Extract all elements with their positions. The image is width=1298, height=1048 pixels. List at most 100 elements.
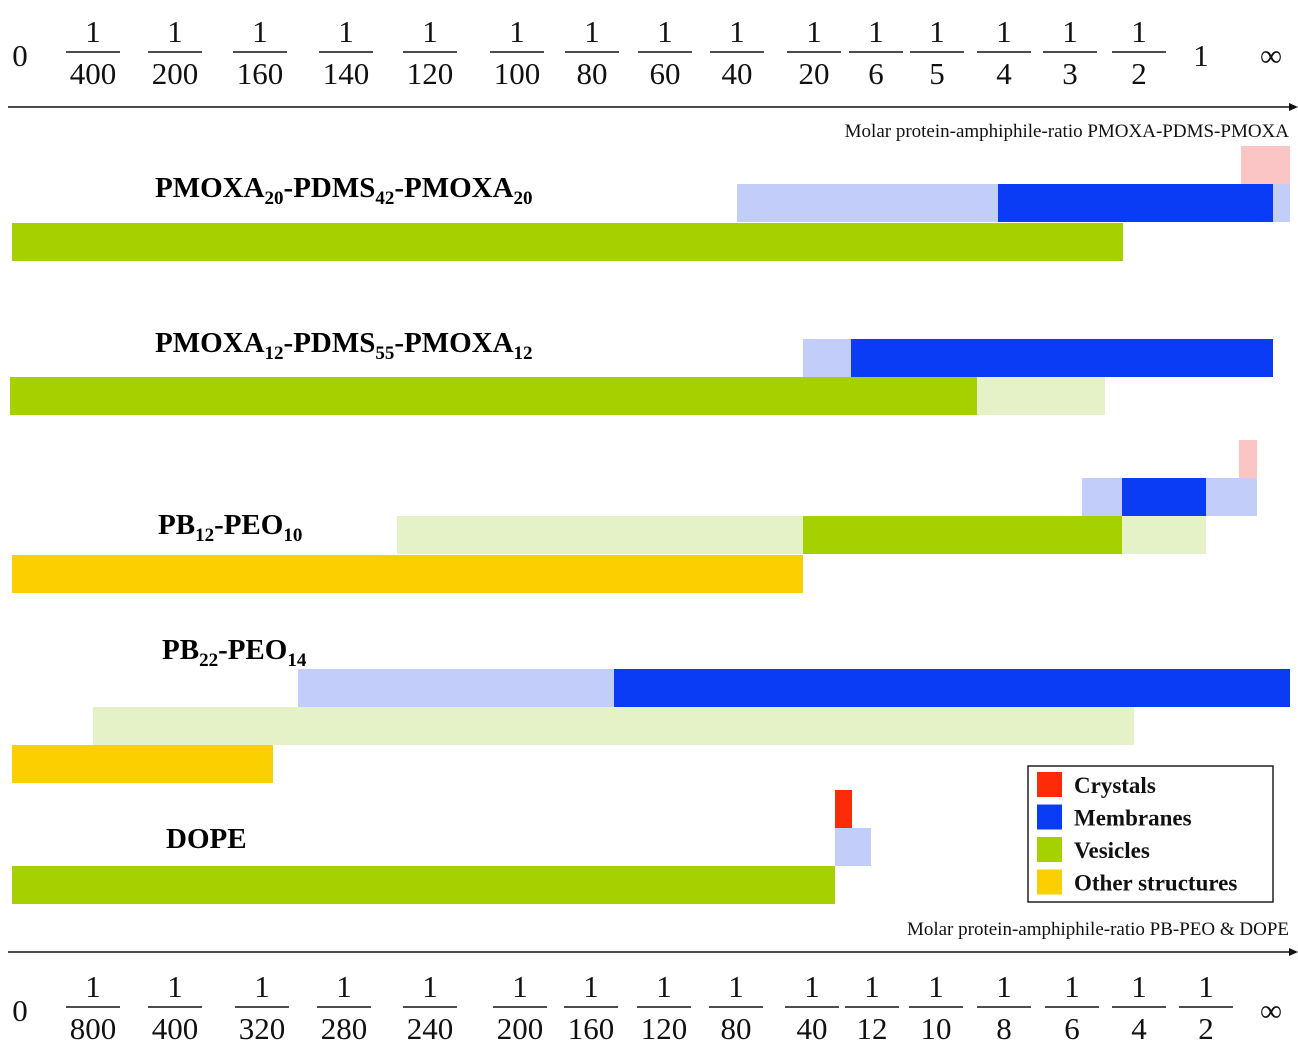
system-4-label-part-2: -PEO bbox=[218, 634, 287, 666]
bottom-axis-tick-2-denominator: 400 bbox=[152, 1011, 199, 1046]
system-2-group: PMOXA12-PDMS55-PMOXA12 bbox=[10, 327, 1273, 415]
system-2-bar-membranes-solid-1 bbox=[851, 339, 1273, 377]
top-axis-tick-14-denominator: 3 bbox=[1062, 56, 1078, 91]
top-axis-tick-2-denominator: 200 bbox=[152, 56, 199, 91]
bottom-axis-tick-15-numerator: 1 bbox=[1131, 969, 1147, 1004]
bottom-axis-tick-10-denominator: 40 bbox=[797, 1011, 828, 1046]
system-1-label-part-2: -PDMS bbox=[284, 172, 376, 204]
system-5-group: DOPE bbox=[12, 790, 871, 904]
top-axis-tick-4-denominator: 140 bbox=[323, 56, 370, 91]
system-2-bar-vesicles-light-3 bbox=[977, 377, 1105, 415]
system-1-bar-membranes-light-3 bbox=[1273, 184, 1290, 222]
system-5-bar-vesicles-solid-2 bbox=[12, 866, 835, 904]
legend-swatch-4 bbox=[1037, 869, 1062, 895]
bottom-axis-tick-11-numerator: 1 bbox=[864, 969, 880, 1004]
system-4-bar-membranes-light-0 bbox=[298, 669, 614, 707]
system-4-group: PB22-PEO14 bbox=[12, 634, 1290, 783]
top-axis-tick-16: 1 bbox=[1193, 38, 1209, 73]
bottom-axis-tick-0: 0 bbox=[12, 993, 28, 1028]
system-3-bar-vesicles-solid-5 bbox=[803, 516, 1122, 554]
top-axis-tick-5-denominator: 120 bbox=[407, 56, 454, 91]
top-axis-tick-7-numerator: 1 bbox=[584, 14, 600, 49]
legend-label-3: Vesicles bbox=[1074, 838, 1150, 863]
legend-label-1: Crystals bbox=[1074, 773, 1156, 798]
bottom-axis-tick-3-numerator: 1 bbox=[254, 969, 270, 1004]
system-2-bar-membranes-light-0 bbox=[803, 339, 851, 377]
system-1-label-part-3: 42 bbox=[375, 188, 394, 209]
system-5-bar-crystals-solid-0 bbox=[835, 790, 852, 828]
bottom-axis-arrow bbox=[1289, 948, 1298, 956]
system-3-label-part-3: 10 bbox=[283, 525, 302, 546]
top-axis-tick-10-denominator: 20 bbox=[799, 56, 830, 91]
system-1-label-part-4: -PMOXA bbox=[394, 172, 513, 204]
top-axis-tick-17: ∞ bbox=[1260, 38, 1282, 73]
bottom-axis-tick-1-numerator: 1 bbox=[85, 969, 101, 1004]
bottom-axis-tick-7-denominator: 160 bbox=[568, 1011, 615, 1046]
system-2-bar-vesicles-solid-2 bbox=[10, 377, 977, 415]
bottom-axis-tick-9-denominator: 80 bbox=[721, 1011, 752, 1046]
top-axis-label: Molar protein-amphiphile-ratio PMOXA-PDM… bbox=[845, 121, 1290, 142]
system-3-bar-membranes-light-1 bbox=[1082, 478, 1122, 516]
system-3-bar-crystals-light-0 bbox=[1239, 440, 1257, 478]
system-1-label-part-0: PMOXA bbox=[155, 172, 265, 204]
bottom-axis-tick-8-numerator: 1 bbox=[656, 969, 672, 1004]
top-axis-tick-1-denominator: 400 bbox=[70, 56, 117, 91]
system-2-label-part-3: 55 bbox=[375, 343, 394, 364]
system-2-label: PMOXA12-PDMS55-PMOXA12 bbox=[155, 327, 533, 364]
top-axis-arrow bbox=[1289, 103, 1298, 111]
bottom-axis-tick-3-denominator: 320 bbox=[239, 1011, 286, 1046]
bottom-axis-tick-12-numerator: 1 bbox=[928, 969, 944, 1004]
bottom-axis-label: Molar protein-amphiphile-ratio PB-PEO & … bbox=[907, 919, 1289, 940]
top-axis-tick-5-numerator: 1 bbox=[422, 14, 438, 49]
top-axis-tick-12-denominator: 5 bbox=[929, 56, 945, 91]
system-5-label-part-0: DOPE bbox=[166, 823, 247, 855]
system-5-bar-membranes-light-1 bbox=[835, 828, 871, 866]
system-1-bar-membranes-light-1 bbox=[737, 184, 998, 222]
top-axis-tick-6-denominator: 100 bbox=[494, 56, 541, 91]
top-axis-tick-12-numerator: 1 bbox=[929, 14, 945, 49]
top-axis-tick-7-denominator: 80 bbox=[577, 56, 608, 91]
bottom-axis-tick-5-numerator: 1 bbox=[422, 969, 438, 1004]
system-2-label-part-5: 12 bbox=[514, 343, 533, 364]
top-axis-tick-8-denominator: 60 bbox=[650, 56, 681, 91]
bottom-axis-tick-16-numerator: 1 bbox=[1198, 969, 1214, 1004]
system-3-group: PB12-PEO10 bbox=[12, 440, 1257, 593]
system-3-bar-vesicles-light-6 bbox=[1122, 516, 1206, 554]
system-2-label-part-2: -PDMS bbox=[284, 327, 376, 359]
legend-box bbox=[1027, 765, 1274, 903]
system-4-bar-vesicles-light-2 bbox=[93, 707, 1134, 745]
top-axis-tick-15-numerator: 1 bbox=[1131, 14, 1147, 49]
bottom-axis-tick-7-numerator: 1 bbox=[583, 969, 599, 1004]
bottom-axis-tick-17: ∞ bbox=[1260, 993, 1282, 1028]
top-axis-tick-10-numerator: 1 bbox=[806, 14, 822, 49]
system-5-label: DOPE bbox=[166, 823, 247, 855]
system-2-label-part-1: 12 bbox=[265, 343, 284, 364]
system-1-label: PMOXA20-PDMS42-PMOXA20 bbox=[155, 172, 533, 209]
top-axis-tick-15-denominator: 2 bbox=[1131, 56, 1147, 91]
bottom-axis-tick-8-denominator: 120 bbox=[641, 1011, 688, 1046]
top-axis-tick-1-numerator: 1 bbox=[85, 14, 101, 49]
bottom-axis-tick-5-denominator: 240 bbox=[407, 1011, 454, 1046]
top-axis-tick-11-denominator: 6 bbox=[868, 56, 884, 91]
bottom-axis-tick-11-denominator: 12 bbox=[857, 1011, 888, 1046]
system-1-label-part-1: 20 bbox=[265, 188, 284, 209]
top-axis-tick-11-numerator: 1 bbox=[868, 14, 884, 49]
bottom-axis-tick-1-denominator: 800 bbox=[70, 1011, 117, 1046]
legend-swatch-2 bbox=[1037, 804, 1062, 830]
bottom-axis-tick-14-numerator: 1 bbox=[1064, 969, 1080, 1004]
system-3-bar-membranes-light-3 bbox=[1206, 478, 1257, 516]
top-axis-tick-13-numerator: 1 bbox=[996, 14, 1012, 49]
bottom-axis-tick-6-numerator: 1 bbox=[512, 969, 528, 1004]
top-axis-tick-6-numerator: 1 bbox=[509, 14, 525, 49]
system-1-group: PMOXA20-PDMS42-PMOXA20 bbox=[12, 146, 1290, 261]
bottom-axis-tick-9-numerator: 1 bbox=[728, 969, 744, 1004]
top-axis-tick-4-numerator: 1 bbox=[338, 14, 354, 49]
system-3-label-part-1: 12 bbox=[195, 525, 214, 546]
system-1-bar-vesicles-solid-4 bbox=[12, 223, 1123, 261]
system-1-bar-membranes-solid-2 bbox=[998, 184, 1273, 222]
bottom-axis-tick-12-denominator: 10 bbox=[921, 1011, 952, 1046]
legend-swatch-1 bbox=[1037, 772, 1062, 797]
bottom-axis-tick-16-denominator: 2 bbox=[1198, 1011, 1214, 1046]
system-2-label-part-4: -PMOXA bbox=[394, 327, 513, 359]
